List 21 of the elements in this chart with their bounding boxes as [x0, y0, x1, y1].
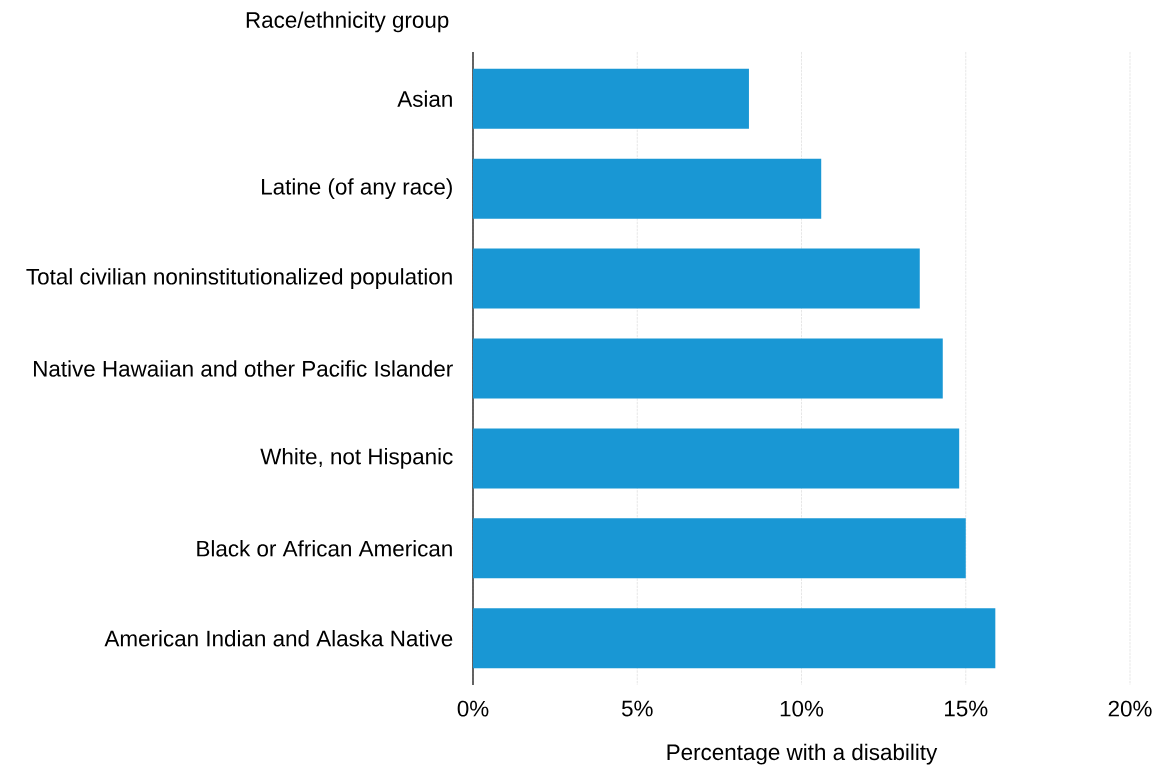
y-tick-label: American Indian and Alaska Native — [104, 630, 453, 647]
x-axis-title: Percentage with a disability — [667, 743, 938, 765]
x-tick-label: 10% — [780, 700, 824, 717]
x-tick-label: 15% — [945, 700, 988, 717]
bar — [473, 248, 920, 309]
x-tick-label: 5% — [621, 700, 653, 717]
y-tick-label: Black or African American — [197, 540, 452, 557]
y-axis-title: Race/ethnicity group — [246, 11, 449, 33]
bar — [473, 518, 966, 579]
bar — [473, 158, 822, 219]
x-tick-label: 0% — [457, 700, 489, 717]
bar — [473, 338, 943, 399]
bar — [473, 68, 749, 129]
y-tick-label: Native Hawaiian and other Pacific Islander — [34, 360, 453, 377]
y-tick-label: White, not Hispanic — [260, 447, 453, 469]
y-tick-label: Total civilian noninstitutionalized population — [26, 268, 452, 290]
y-tick-label: Asian — [397, 90, 452, 107]
y-tick-label: Latine (of any race) — [262, 178, 452, 200]
x-tick-label: 20% — [1108, 700, 1152, 717]
bar — [473, 428, 960, 489]
bar — [473, 608, 996, 669]
